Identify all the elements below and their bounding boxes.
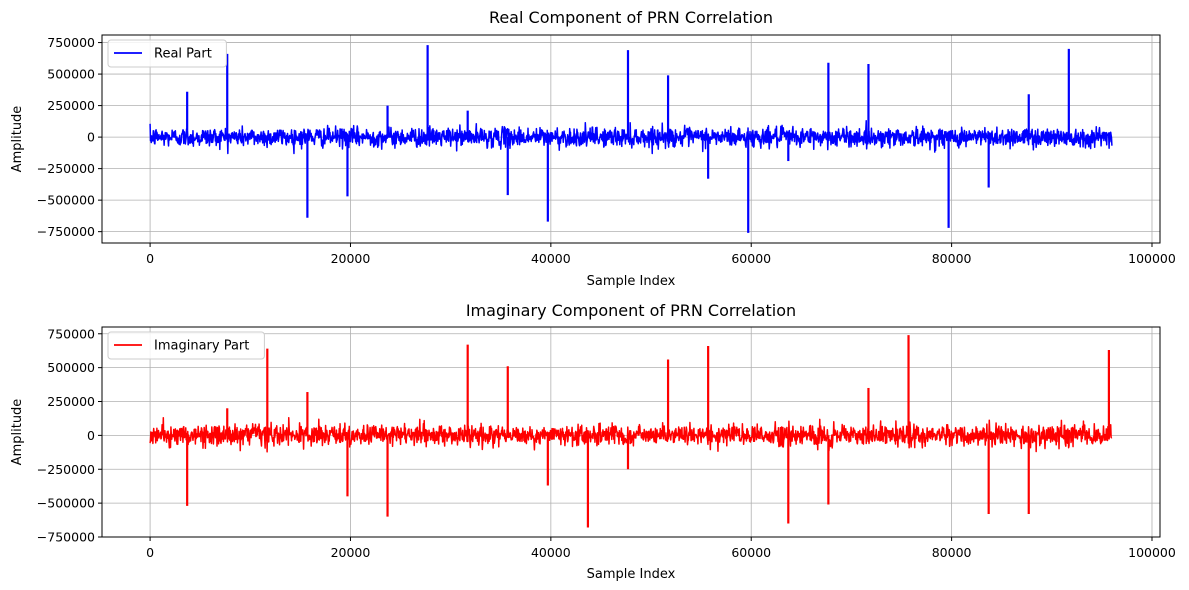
chart1-legend: Real Part bbox=[107, 39, 227, 68]
chart1: 0 20000 40000 60000 80000 100000 −750000 −50000… bbox=[10, 8, 1176, 289]
chart2-legend: Imaginary Part bbox=[107, 331, 265, 360]
chart1-axes-frame bbox=[101, 34, 1161, 244]
chart2-xtick-label-3: 60000 bbox=[731, 545, 771, 560]
chart1-ytick-label-0: −750000 bbox=[37, 224, 95, 239]
chart2-ytick-label-4: 250000 bbox=[47, 394, 95, 409]
chart2: 0 20000 40000 60000 80000 100000 −750000 −50000… bbox=[10, 301, 1176, 582]
chart2-ytick-label-2: −250000 bbox=[37, 462, 95, 477]
chart2-xtick-label-5: 100000 bbox=[1128, 545, 1176, 560]
chart1-xlabel: Sample Index bbox=[587, 274, 676, 289]
chart1-ytick-label-3: 0 bbox=[87, 130, 95, 145]
chart2-title: Imaginary Component of PRN Correlation bbox=[466, 301, 796, 320]
chart2-series-0-line bbox=[149, 417, 1113, 453]
chart1-xtick-label-2: 40000 bbox=[531, 251, 571, 266]
chart1-xtick-label-4: 80000 bbox=[932, 251, 972, 266]
chart1-ytick-label-6: 750000 bbox=[47, 35, 95, 50]
chart2-axes-frame bbox=[101, 326, 1161, 538]
chart1-ytick-label-2: −250000 bbox=[37, 161, 95, 176]
chart2-ytick-label-3: 0 bbox=[87, 428, 95, 443]
chart2-ytick-label-0: −750000 bbox=[37, 530, 95, 545]
chart1-xtick-label-0: 0 bbox=[146, 251, 154, 266]
chart2-xtick-label-1: 20000 bbox=[331, 545, 371, 560]
chart1-legend-box bbox=[107, 39, 227, 68]
chart1-xtick-label-1: 20000 bbox=[331, 251, 371, 266]
chart1-xtick-label-5: 100000 bbox=[1128, 251, 1176, 266]
chart1-ytick-label-1: −500000 bbox=[37, 193, 95, 208]
chart2-xtick-label-0: 0 bbox=[146, 545, 154, 560]
chart2-ytick-label-5: 500000 bbox=[47, 360, 95, 375]
chart2-legend-label: Imaginary Part bbox=[154, 339, 249, 354]
chart1-title: Real Component of PRN Correlation bbox=[489, 8, 773, 27]
chart1-xtick-label-3: 60000 bbox=[731, 251, 771, 266]
chart2-xlabel: Sample Index bbox=[587, 567, 676, 582]
chart2-ytick-label-1: −500000 bbox=[37, 496, 95, 511]
chart1-ytick-label-5: 500000 bbox=[47, 67, 95, 82]
chart2-xtick-label-2: 40000 bbox=[531, 545, 571, 560]
chart1-ylabel: Amplitude bbox=[10, 106, 25, 173]
chart2-legend-box bbox=[107, 331, 265, 360]
chart2-ylabel: Amplitude bbox=[10, 399, 25, 466]
chart1-series-0-line bbox=[149, 119, 1113, 155]
chart1-ytick-label-4: 250000 bbox=[47, 98, 95, 113]
chart2-xtick-label-4: 80000 bbox=[932, 545, 972, 560]
chart1-legend-label: Real Part bbox=[154, 47, 212, 62]
chart2-ytick-label-6: 750000 bbox=[47, 326, 95, 341]
